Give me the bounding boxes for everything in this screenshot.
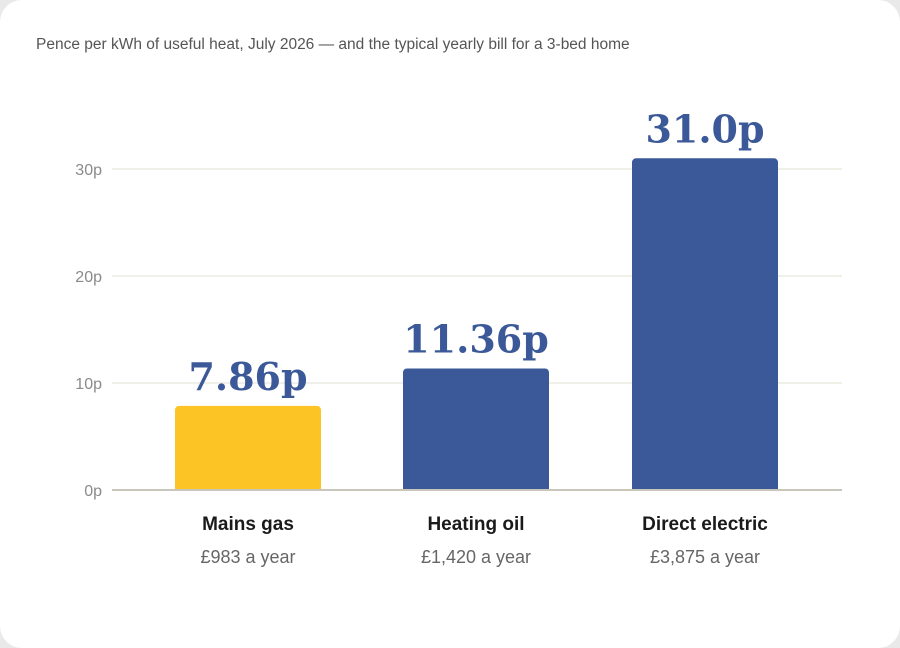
annual-bill-label: £983 a year (200, 547, 295, 567)
bar (175, 405, 321, 494)
bar-value-label: 11.36p (403, 316, 549, 361)
baseline-mask (112, 491, 842, 499)
bar (403, 368, 549, 494)
y-tick-label: 30p (75, 162, 102, 179)
category-label: Mains gas (202, 514, 294, 535)
bar-value-label: 7.86p (188, 354, 307, 399)
bar (632, 158, 778, 495)
y-tick-label: 0p (84, 483, 102, 500)
annual-bill-label: £3,875 a year (650, 547, 760, 567)
bar-value-label: 31.0p (645, 106, 764, 151)
annual-bill-label: £1,420 a year (421, 547, 531, 567)
y-tick-label: 10p (75, 376, 102, 393)
chart-subtitle: Pence per kWh of useful heat, July 2026 … (36, 36, 630, 53)
category-label: Direct electric (642, 514, 768, 535)
y-tick-label: 20p (75, 269, 102, 286)
category-label: Heating oil (427, 514, 524, 535)
